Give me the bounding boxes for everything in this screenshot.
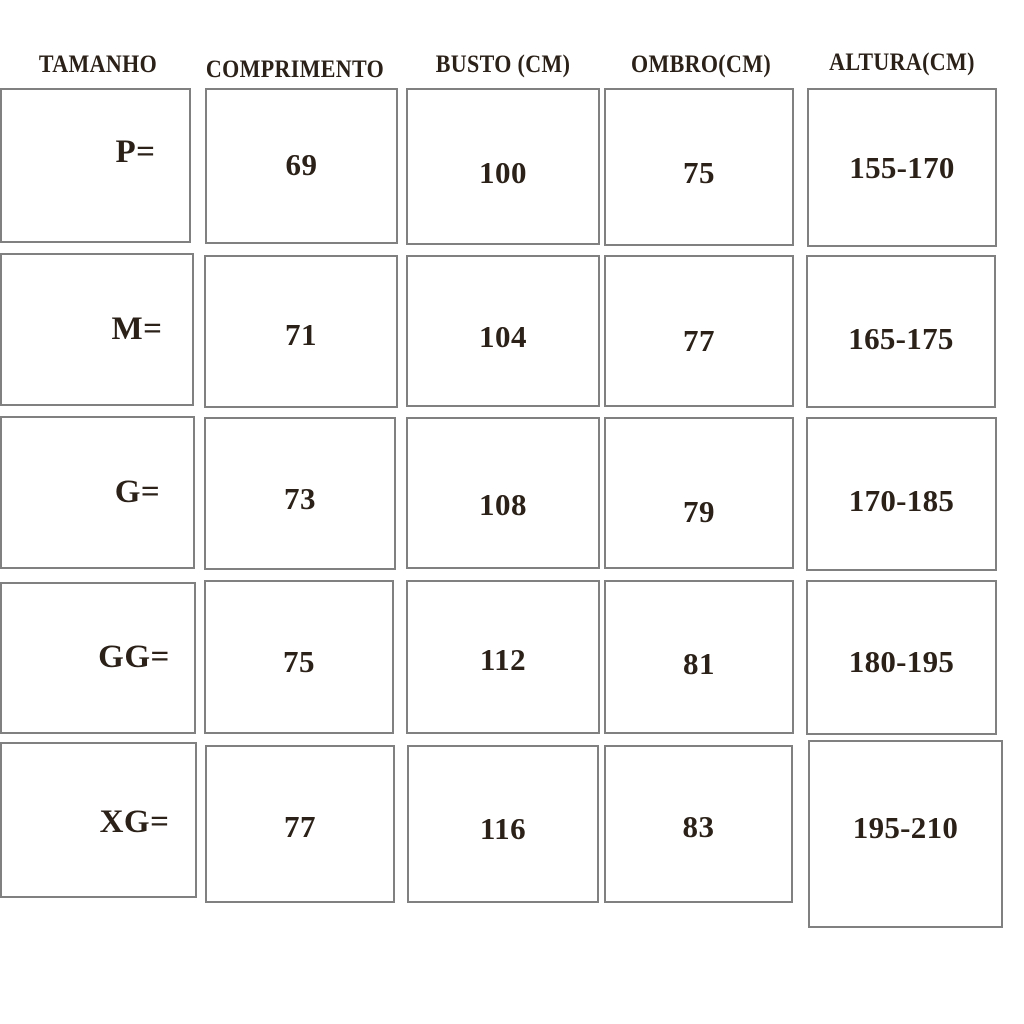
table-cell-busto-gg: 112	[406, 580, 600, 734]
table-cell-altura-g: 170-185	[806, 417, 997, 571]
table-cell-size-m: M=	[0, 253, 194, 406]
table-cell-size-xg: XG=	[0, 742, 197, 898]
column-header-busto: BUSTO (CM)	[435, 51, 571, 78]
table-cell-altura-gg: 180-195	[806, 580, 997, 735]
column-header-comprimento-line1: COMPRIMENTO	[205, 56, 385, 83]
table-cell-ombro-g: 79	[604, 417, 794, 569]
cell-value-altura: 195-210	[852, 810, 959, 845]
table-cell-comprimento-gg: 75	[204, 580, 394, 734]
table-cell-busto-m: 104	[406, 255, 600, 407]
table-cell-size-g: G=	[0, 416, 195, 569]
cell-value-busto: 116	[479, 811, 527, 846]
cell-value-altura: 165-175	[848, 321, 954, 356]
cell-value-tamanho: G=	[114, 474, 161, 510]
cell-value-comprimento: 73	[284, 481, 316, 516]
table-cell-ombro-xg: 83	[604, 745, 793, 903]
cell-value-busto: 104	[479, 319, 527, 354]
cell-value-ombro: 75	[683, 155, 715, 190]
table-cell-comprimento-xg: 77	[205, 745, 395, 903]
cell-value-tamanho: M=	[111, 311, 163, 347]
cell-value-altura: 180-195	[848, 644, 955, 679]
table-cell-comprimento-m: 71	[204, 255, 398, 408]
table-cell-ombro-p: 75	[604, 88, 794, 246]
table-cell-comprimento-p: 69	[205, 88, 398, 244]
table-cell-comprimento-g: 73	[204, 417, 396, 570]
cell-value-tamanho: GG=	[98, 639, 170, 675]
cell-value-comprimento: 75	[283, 644, 315, 679]
table-cell-size-p: P=	[0, 88, 191, 243]
table-cell-altura-p: 155-170	[807, 88, 997, 247]
cell-value-comprimento: 71	[285, 317, 317, 352]
cell-value-busto: 112	[479, 642, 527, 677]
table-cell-ombro-gg: 81	[604, 580, 794, 734]
table-cell-busto-xg: 116	[407, 745, 599, 903]
column-header-tamanho: TAMANHO	[38, 51, 158, 78]
cell-value-comprimento: 69	[285, 147, 318, 182]
column-header-ombro: OMBRO(CM)	[630, 51, 772, 78]
table-cell-busto-g: 108	[406, 417, 600, 569]
cell-value-ombro: 81	[683, 646, 715, 681]
cell-value-busto: 108	[479, 487, 527, 522]
table-cell-altura-xg: 195-210	[808, 740, 1003, 928]
table-cell-busto-p: 100	[406, 88, 600, 245]
cell-value-ombro: 79	[683, 494, 715, 529]
table-cell-altura-m: 165-175	[806, 255, 996, 408]
cell-value-busto: 100	[479, 155, 527, 190]
table-cell-size-gg: GG=	[0, 582, 196, 734]
cell-value-tamanho: XG=	[99, 804, 170, 840]
cell-value-altura: 155-170	[849, 150, 955, 185]
cell-value-comprimento: 77	[284, 809, 316, 844]
cell-value-ombro: 77	[683, 323, 715, 358]
table-cell-ombro-m: 77	[604, 255, 794, 407]
cell-value-ombro: 83	[682, 809, 715, 844]
column-header-altura: ALTURA(CM)	[829, 49, 975, 76]
cell-value-altura: 170-185	[848, 483, 955, 518]
cell-value-tamanho: P=	[115, 134, 156, 170]
